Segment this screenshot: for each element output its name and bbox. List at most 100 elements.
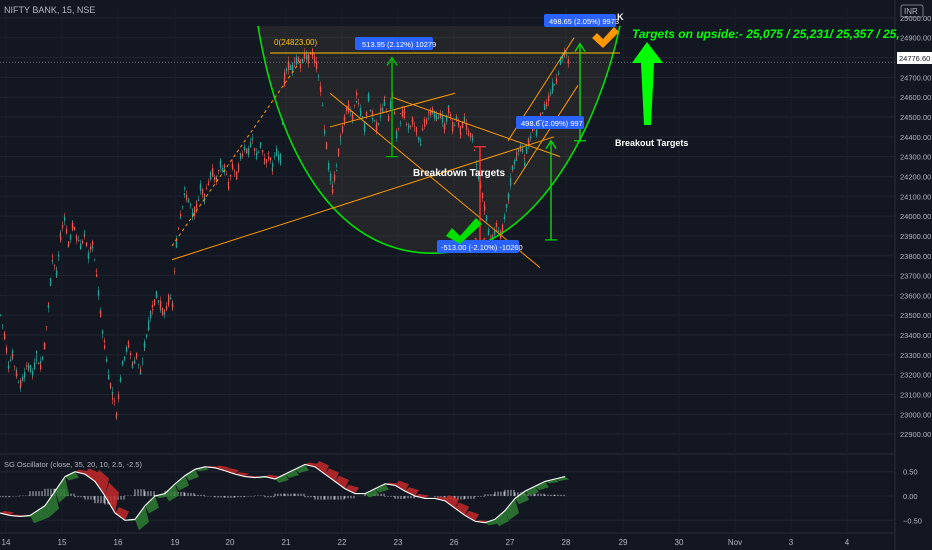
candle: [365, 111, 368, 117]
candle: [173, 270, 176, 272]
time-tick-label: 21: [282, 538, 291, 547]
candle: [460, 133, 462, 135]
candle: [277, 154, 280, 161]
osc-band: [30, 505, 49, 524]
candle: [521, 148, 524, 153]
osc-band: [435, 496, 449, 501]
candle: [520, 148, 522, 152]
measure-box-4-text: -513.00 (-2.10%) -10260: [441, 243, 523, 252]
price-tick-label: 24200.00: [900, 172, 931, 181]
currency-badge[interactable]: INR: [904, 7, 918, 16]
candle: [97, 290, 100, 296]
time-tick-label: 15: [58, 538, 67, 547]
candle: [545, 101, 548, 107]
price-tick-label: 24000.00: [900, 212, 931, 221]
price-tick-label: 24300.00: [900, 153, 931, 162]
candle: [177, 228, 180, 230]
candle: [312, 51, 314, 56]
candle: [548, 95, 550, 102]
candle: [473, 150, 476, 152]
price-tick-label: 23700.00: [900, 272, 931, 281]
candle: [240, 155, 242, 159]
osc-band: [535, 481, 549, 491]
candle: [111, 391, 114, 395]
osc-band: [225, 468, 239, 475]
osc-band: [65, 471, 79, 481]
oscillator-axis[interactable]: 0.50 0.00 −0.50: [903, 468, 922, 526]
candle: [21, 376, 24, 381]
candle: [261, 150, 264, 153]
osc-band: [415, 494, 429, 499]
candle: [232, 165, 234, 169]
candle: [308, 54, 310, 60]
candle: [464, 120, 466, 122]
candle: [357, 103, 360, 105]
osc-band: [145, 496, 159, 514]
osc-band: [465, 510, 479, 522]
candle: [304, 57, 306, 59]
candle: [116, 413, 118, 416]
time-axis[interactable]: 14 15 16 19 20 21 22 23 26 27 28 29 30 Nov 3 4: [2, 538, 850, 547]
candle: [84, 231, 86, 233]
candle: [475, 168, 478, 170]
price-tick-label: 23600.00: [900, 291, 931, 300]
candle: [544, 105, 546, 111]
candle: [89, 246, 92, 250]
candle: [268, 157, 270, 160]
candle: [69, 234, 72, 240]
measure-box-3: [516, 116, 584, 129]
osc-band: [105, 482, 119, 513]
candle: [49, 277, 52, 286]
price-tick-label: 23900.00: [900, 232, 931, 241]
candle: [149, 311, 152, 319]
time-tick-label: 23: [394, 538, 403, 547]
candle: [57, 254, 60, 257]
candle: [236, 171, 238, 180]
osc-band: [405, 487, 419, 496]
candle: [393, 111, 396, 115]
candle: [529, 136, 532, 139]
trendline: [171, 136, 555, 261]
high-label: 0(24823.00): [274, 38, 317, 47]
price-tick-label: 23100.00: [900, 391, 931, 400]
candle: [476, 163, 478, 165]
candle: [225, 174, 228, 176]
candle: [163, 312, 166, 315]
candle: [525, 146, 528, 154]
candle: [468, 130, 470, 133]
candle: [36, 351, 38, 354]
candle: [192, 212, 194, 218]
candle: [421, 128, 424, 131]
candle: [160, 300, 162, 308]
candle: [288, 62, 290, 71]
candle: [91, 245, 94, 249]
osc-band: [525, 486, 539, 496]
candle: [104, 345, 106, 349]
price-tick-label: 23000.00: [900, 410, 931, 419]
candle: [244, 149, 246, 151]
price-tick-label: 24700.00: [900, 73, 931, 82]
candle: [320, 87, 322, 93]
price-tick-label: 23200.00: [900, 371, 931, 380]
candle: [77, 240, 80, 242]
measure-arrowhead: [574, 42, 586, 53]
candle: [153, 299, 156, 306]
time-tick-label: 16: [114, 538, 123, 547]
measure-arrowhead: [386, 56, 398, 66]
time-tick-label: 20: [226, 538, 235, 547]
osc-band: [95, 469, 109, 496]
candle: [139, 371, 142, 375]
candle: [301, 58, 304, 64]
candle: [112, 397, 114, 400]
osc-band: [555, 476, 569, 481]
candle: [449, 114, 452, 117]
trendline: [513, 85, 579, 185]
osc-tick-label: −0.50: [903, 516, 922, 525]
candle: [299, 64, 302, 69]
candle: [189, 204, 192, 206]
candle: [561, 54, 564, 60]
candle: [207, 183, 210, 185]
candle: [427, 118, 430, 120]
candle: [121, 360, 124, 365]
